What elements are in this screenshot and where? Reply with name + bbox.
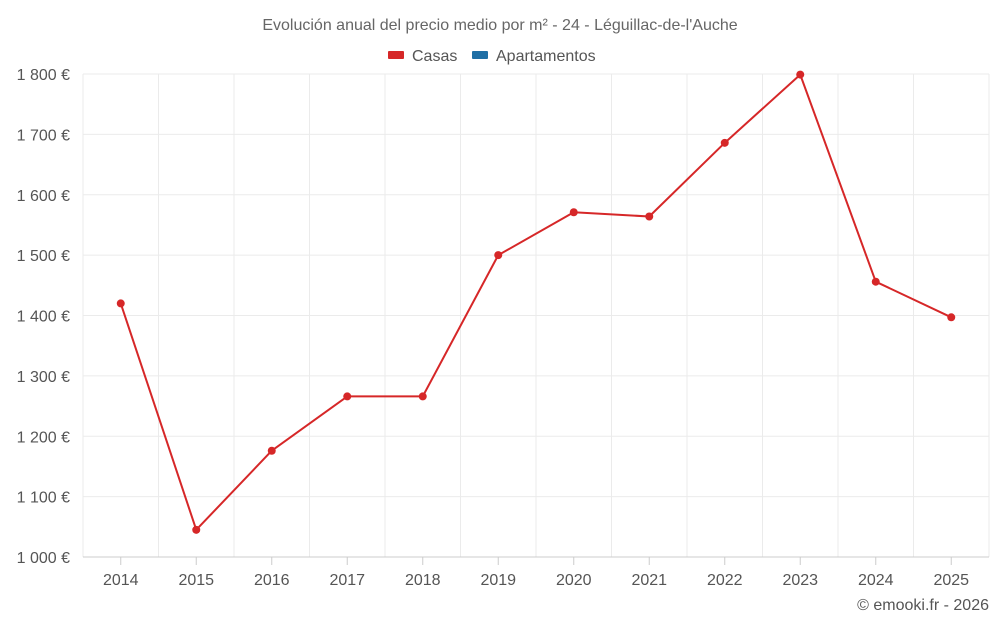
y-tick-label: 1 600 €	[17, 188, 70, 205]
data-point-casas-2022[interactable]	[720, 138, 729, 147]
y-tick-label: 1 000 €	[17, 550, 70, 567]
y-tick-label: 1 500 €	[17, 248, 70, 265]
x-tick-label: 2017	[329, 572, 365, 589]
data-point-casas-2023[interactable]	[796, 70, 805, 79]
data-point-casas-2015[interactable]	[192, 525, 201, 534]
x-tick-label: 2025	[933, 572, 969, 589]
legend-label-apartamentos: Apartamentos	[496, 48, 596, 65]
y-tick-label: 1 400 €	[17, 309, 70, 326]
y-tick-label: 1 800 €	[17, 67, 70, 84]
data-point-casas-2018[interactable]	[418, 392, 427, 401]
data-point-casas-2025[interactable]	[947, 313, 956, 322]
data-point-casas-2019[interactable]	[494, 251, 503, 260]
data-point-casas-2014[interactable]	[116, 299, 125, 308]
x-tick-label: 2016	[254, 572, 290, 589]
chart-title: Evolución anual del precio medio por m² …	[262, 17, 737, 34]
y-tick-label: 1 700 €	[17, 127, 70, 144]
data-point-casas-2024[interactable]	[871, 277, 880, 286]
series-line-casas	[119, 73, 952, 531]
credit-text: © emooki.fr - 2026	[857, 597, 989, 614]
x-tick-label: 2019	[480, 572, 516, 589]
data-point-casas-2017[interactable]	[343, 392, 352, 401]
legend: Casas Apartamentos	[388, 48, 596, 65]
data-point-casas-2016[interactable]	[267, 446, 276, 455]
legend-item-apartamentos[interactable]: Apartamentos	[472, 48, 596, 65]
x-tick-label: 2015	[178, 572, 214, 589]
data-point-casas-2020[interactable]	[569, 208, 578, 217]
legend-swatch-apartamentos	[472, 51, 488, 59]
axes: 1 000 € 1 100 € 1 200 € 1 300 € 1 400 € 1 500…	[17, 67, 989, 589]
x-tick-label: 2018	[405, 572, 441, 589]
gridlines	[82, 73, 990, 557]
x-tick-label: 2021	[631, 572, 667, 589]
series-casas	[116, 70, 956, 534]
legend-swatch-casas	[388, 51, 404, 59]
x-tick-label: 2014	[103, 572, 139, 589]
data-point-casas-2021[interactable]	[645, 212, 654, 221]
x-tick-label: 2024	[858, 572, 894, 589]
x-tick-label: 2022	[707, 572, 743, 589]
legend-label-casas: Casas	[412, 48, 457, 65]
x-tick-label: 2023	[782, 572, 818, 589]
x-tick-label: 2020	[556, 572, 592, 589]
y-tick-label: 1 200 €	[17, 429, 70, 446]
y-tick-label: 1 300 €	[17, 369, 70, 386]
y-tick-label: 1 100 €	[17, 490, 70, 507]
legend-item-casas[interactable]: Casas	[388, 48, 457, 65]
